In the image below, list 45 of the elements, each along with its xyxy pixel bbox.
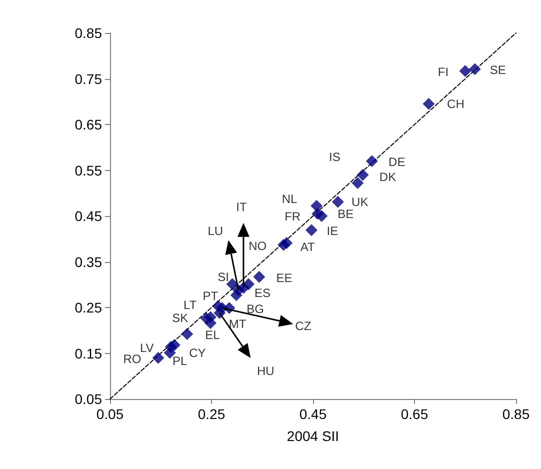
annotation: CY <box>189 346 206 360</box>
annotation: SI <box>218 270 229 284</box>
x-axis-title: 2004 SII <box>286 428 340 444</box>
annotation: EE <box>276 270 292 285</box>
annotation: BE <box>338 207 354 221</box>
y-tick-label: 0.65 <box>74 116 102 132</box>
annotation: CZ <box>295 318 312 333</box>
annotation: PT <box>202 289 219 304</box>
y-tick-label: 0.45 <box>74 208 102 224</box>
annotation: EL <box>205 328 220 342</box>
y-tick-label: 0.85 <box>74 25 102 41</box>
annotation: BG <box>246 302 264 316</box>
annotation: MT <box>228 317 247 332</box>
annotation: LU <box>208 224 224 238</box>
annotation: SK <box>172 311 188 326</box>
x-tick-label: 0.85 <box>502 406 530 422</box>
annotation: IE <box>326 224 338 238</box>
annotation: RO <box>123 352 142 366</box>
annotation: SE <box>490 63 506 78</box>
y-tick-label: 0.15 <box>74 345 102 362</box>
y-tick-label: 0.35 <box>74 254 102 270</box>
annotation: NO <box>248 238 267 253</box>
annotation: AT <box>300 240 316 254</box>
x-tick-label: 0.45 <box>299 406 327 422</box>
y-tick-label: 0.55 <box>74 162 102 178</box>
x-tick-label: 0.25 <box>198 406 226 422</box>
annotation: LT <box>184 298 198 312</box>
annotation: LV <box>140 340 154 355</box>
annotation: NL <box>282 192 298 206</box>
x-tick-label: 0.65 <box>400 406 428 422</box>
annotation: PL <box>172 354 188 368</box>
y-tick-label: 0.05 <box>74 391 102 407</box>
annotation: UK <box>352 194 368 209</box>
annotation: IS <box>328 150 340 164</box>
annotation: ES <box>254 286 271 300</box>
annotation: DK <box>379 170 396 184</box>
y-tick-label: 0.75 <box>74 70 102 87</box>
x-tick-label: 0.05 <box>96 406 124 422</box>
y-tick-label: 0.25 <box>74 300 102 316</box>
annotation: CH <box>447 96 464 111</box>
annotation: IT <box>236 200 248 214</box>
annotation: FR <box>284 210 301 224</box>
annotation: DE <box>388 155 406 170</box>
annotation: FI <box>438 64 449 79</box>
annotation: HU <box>256 364 274 378</box>
